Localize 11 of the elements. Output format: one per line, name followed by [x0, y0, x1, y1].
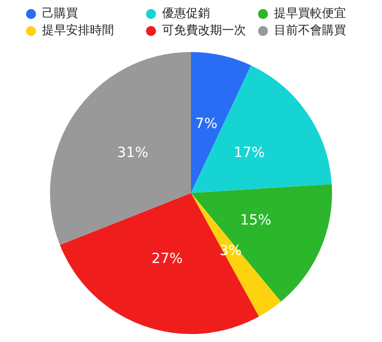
legend-label: 可免費改期一次: [162, 23, 246, 38]
data-label: 17%: [234, 145, 265, 162]
legend-label: 提早買較便宜: [274, 6, 346, 20]
legend-label: 目前不會購買: [274, 23, 346, 38]
data-label: 31%: [117, 145, 148, 162]
legend-label: 提早安排時間: [42, 23, 114, 38]
data-label: 27%: [152, 250, 183, 267]
data-label: 15%: [240, 212, 272, 229]
legend-label: 己購買: [42, 6, 78, 20]
legend-label: 優惠促銷: [162, 6, 210, 20]
data-label: 7%: [195, 116, 218, 132]
